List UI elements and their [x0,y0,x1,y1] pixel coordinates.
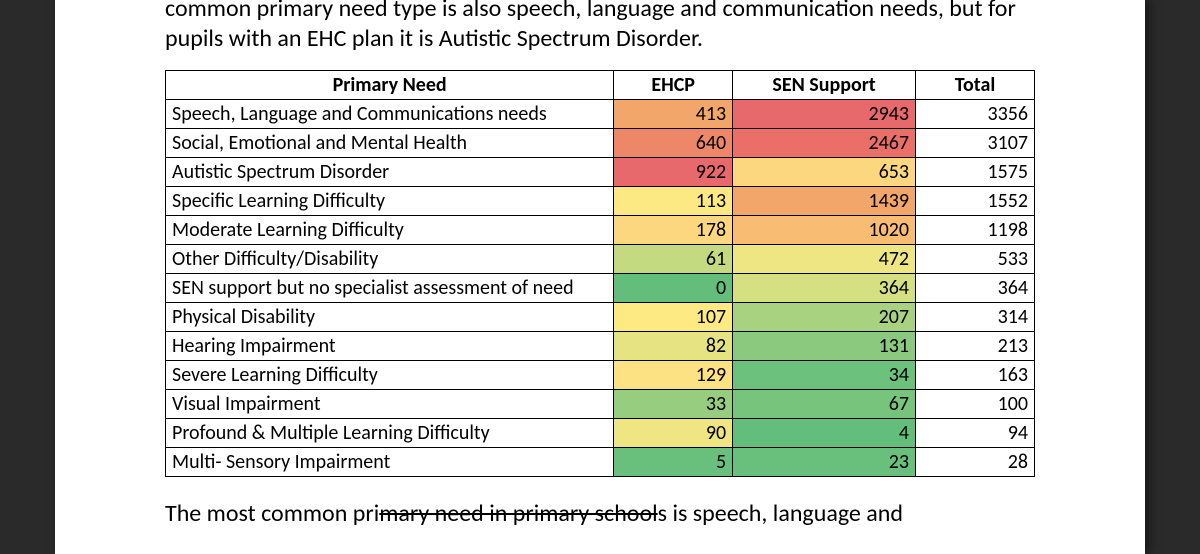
cell-sen: 472 [733,245,916,274]
cell-total: 3356 [916,100,1035,129]
closing-struck: mary need in primary school [379,499,657,528]
primary-need-table: Primary Need EHCP SEN Support Total Spee… [165,70,1035,477]
table-row: Autistic Spectrum Disorder9226531575 [166,158,1035,187]
cell-need: Speech, Language and Communications need… [166,100,614,129]
cell-total: 3107 [916,129,1035,158]
cell-need: Physical Disability [166,303,614,332]
cell-ehcp: 82 [614,332,733,361]
cell-total: 28 [916,448,1035,477]
closing-post: s is speech, language and [658,499,903,528]
cell-need: Autistic Spectrum Disorder [166,158,614,187]
document-page: common primary need type is also speech,… [55,0,1145,554]
cell-total: 533 [916,245,1035,274]
cell-sen: 4 [733,419,916,448]
table-row: Specific Learning Difficulty11314391552 [166,187,1035,216]
cell-need: Multi- Sensory Impairment [166,448,614,477]
cell-sen: 1020 [733,216,916,245]
cell-sen: 67 [733,390,916,419]
cell-ehcp: 90 [614,419,733,448]
cell-ehcp: 33 [614,390,733,419]
cell-sen: 34 [733,361,916,390]
cell-need: Hearing Impairment [166,332,614,361]
cell-total: 100 [916,390,1035,419]
cell-total: 1575 [916,158,1035,187]
table-row: Social, Emotional and Mental Health64024… [166,129,1035,158]
cell-total: 163 [916,361,1035,390]
cell-sen: 1439 [733,187,916,216]
cell-total: 1198 [916,216,1035,245]
cell-sen: 364 [733,274,916,303]
cell-sen: 131 [733,332,916,361]
table-row: SEN support but no specialist assessment… [166,274,1035,303]
cell-ehcp: 107 [614,303,733,332]
col-header-total: Total [916,71,1035,100]
cell-ehcp: 5 [614,448,733,477]
cell-ehcp: 178 [614,216,733,245]
cell-total: 364 [916,274,1035,303]
viewport: common primary need type is also speech,… [0,0,1200,554]
table-row: Physical Disability107207314 [166,303,1035,332]
cell-ehcp: 129 [614,361,733,390]
cell-sen: 207 [733,303,916,332]
cell-ehcp: 922 [614,158,733,187]
table-row: Hearing Impairment82131213 [166,332,1035,361]
col-header-ehcp: EHCP [614,71,733,100]
cell-need: Moderate Learning Difficulty [166,216,614,245]
table-row: Profound & Multiple Learning Difficulty9… [166,419,1035,448]
cell-ehcp: 61 [614,245,733,274]
cell-need: SEN support but no specialist assessment… [166,274,614,303]
cell-need: Profound & Multiple Learning Difficulty [166,419,614,448]
table-row: Multi- Sensory Impairment52328 [166,448,1035,477]
cell-total: 94 [916,419,1035,448]
cell-need: Visual Impairment [166,390,614,419]
cell-sen: 2467 [733,129,916,158]
table-row: Speech, Language and Communications need… [166,100,1035,129]
cell-ehcp: 413 [614,100,733,129]
closing-pre: The most common pri [165,499,379,528]
cell-ehcp: 640 [614,129,733,158]
col-header-need: Primary Need [166,71,614,100]
cell-total: 213 [916,332,1035,361]
cell-sen: 653 [733,158,916,187]
cell-total: 1552 [916,187,1035,216]
cell-need: Social, Emotional and Mental Health [166,129,614,158]
cell-ehcp: 113 [614,187,733,216]
table-row: Moderate Learning Difficulty17810201198 [166,216,1035,245]
table-header-row: Primary Need EHCP SEN Support Total [166,71,1035,100]
table-row: Other Difficulty/Disability61472533 [166,245,1035,274]
cell-ehcp: 0 [614,274,733,303]
closing-paragraph: The most common primary need in primary … [165,499,1035,529]
col-header-sen: SEN Support [733,71,916,100]
cell-total: 314 [916,303,1035,332]
cell-sen: 2943 [733,100,916,129]
cell-need: Specific Learning Difficulty [166,187,614,216]
table-row: Severe Learning Difficulty12934163 [166,361,1035,390]
cell-sen: 23 [733,448,916,477]
cell-need: Severe Learning Difficulty [166,361,614,390]
intro-paragraph: common primary need type is also speech,… [165,0,1035,54]
table-row: Visual Impairment3367100 [166,390,1035,419]
cell-need: Other Difficulty/Disability [166,245,614,274]
